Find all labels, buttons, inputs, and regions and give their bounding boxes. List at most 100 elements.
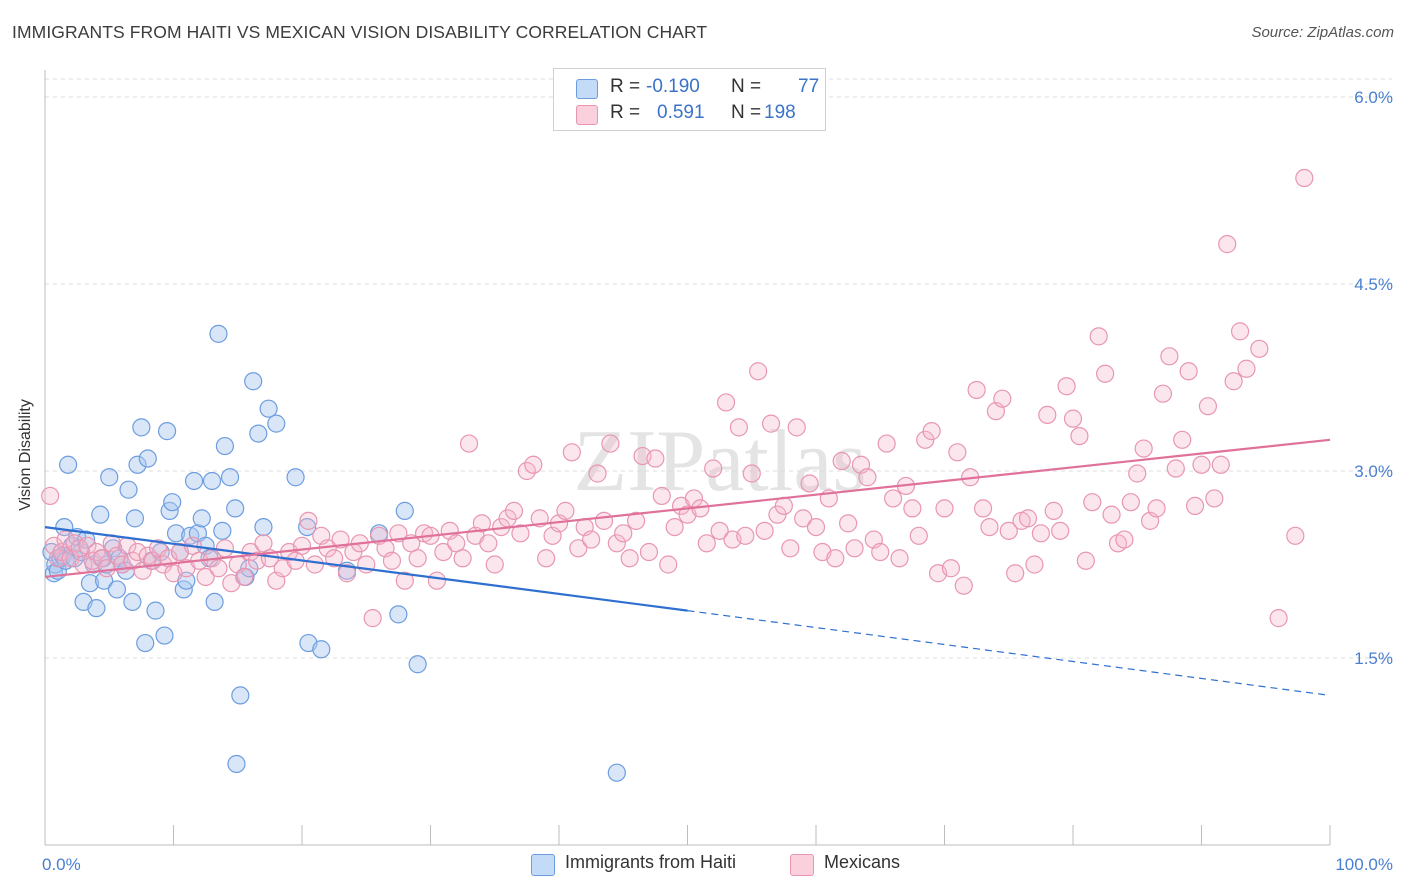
mexican-point <box>434 542 453 562</box>
legend-n-value: 198 <box>764 102 796 123</box>
haiti-point <box>107 580 127 599</box>
mexican-point <box>787 418 806 437</box>
legend-n-value: 77 <box>798 76 820 97</box>
mexican-point <box>479 534 498 553</box>
haiti-point <box>155 626 174 645</box>
mexican-point <box>716 393 736 412</box>
mexican-point <box>1070 426 1089 446</box>
mexican-point <box>97 559 116 578</box>
mexican-point <box>337 564 357 583</box>
mexican-point <box>196 567 215 587</box>
haiti-point <box>231 686 250 705</box>
mexican-point <box>472 514 491 533</box>
mexican-point <box>1044 501 1063 520</box>
mexican-point <box>749 362 768 381</box>
mexican-point <box>1038 405 1057 424</box>
mexican-point <box>1057 377 1076 396</box>
legend-label: Mexicans <box>824 852 901 872</box>
mexican-point <box>556 501 575 520</box>
mexican-point <box>614 524 633 543</box>
mexican-point <box>408 549 427 568</box>
haiti-point <box>202 471 222 491</box>
mexican-point <box>980 517 999 537</box>
mexican-point <box>1031 524 1050 543</box>
mexican-point <box>1211 455 1230 474</box>
mexican-point <box>1166 459 1185 478</box>
mexican-point <box>652 486 671 506</box>
haiti-point <box>87 599 106 618</box>
haiti-point <box>244 372 263 391</box>
mexican-point <box>845 539 864 558</box>
y-tick-label: 1.5% <box>1354 649 1393 668</box>
mexican-point <box>594 511 614 530</box>
x-tick-labels: 0.0% 100.0% <box>42 855 1393 874</box>
haiti-point <box>205 592 224 612</box>
x-tick-label: 0.0% <box>42 855 81 874</box>
haiti-swatch <box>576 79 598 99</box>
haiti-point <box>226 499 245 518</box>
haiti-point <box>163 493 182 512</box>
mexican-point <box>999 521 1018 540</box>
mexican-point <box>761 414 781 433</box>
legend-n-label: N = <box>731 76 762 97</box>
haiti-point <box>227 754 246 774</box>
mexican-point <box>883 489 903 508</box>
mexican-point <box>524 455 543 474</box>
mexican-point <box>1192 455 1211 474</box>
mexican-point <box>729 418 749 437</box>
haiti-point <box>91 505 110 524</box>
haiti-point <box>209 324 228 343</box>
mexican-point <box>138 546 157 565</box>
haiti-trend-line <box>44 526 688 612</box>
mexican-point <box>620 549 639 568</box>
mexican-point <box>1269 609 1288 628</box>
mexican-swatch <box>576 105 598 125</box>
mexican-point <box>1025 555 1044 574</box>
mexican-point <box>710 521 729 540</box>
mexican-point <box>569 539 588 558</box>
mexican-point <box>1147 499 1166 518</box>
legend-r-label: R = <box>610 102 641 123</box>
mexican-point <box>1121 493 1140 512</box>
chart-title: IMMIGRANTS FROM HAITI VS MEXICAN VISION … <box>12 22 708 42</box>
mexican-point <box>826 549 845 568</box>
haiti-point <box>157 422 177 441</box>
mexican-point <box>704 459 723 478</box>
mexican-point <box>659 555 678 574</box>
mexican-point <box>1198 397 1218 416</box>
legend-label: Immigrants from Haiti <box>565 852 737 872</box>
y-tick-label: 4.5% <box>1354 275 1393 294</box>
haiti-point <box>184 471 204 491</box>
haiti-point <box>119 480 138 499</box>
mexican-point <box>935 499 954 518</box>
mexican-point <box>1250 339 1269 358</box>
haiti-point <box>249 424 268 443</box>
mexican-point <box>903 499 922 518</box>
mexican-point <box>697 534 716 553</box>
haiti-point <box>607 763 626 782</box>
axes <box>44 70 1331 846</box>
mexican-point <box>607 534 626 553</box>
mexican-point <box>254 534 273 553</box>
mexican-point <box>646 449 665 468</box>
haiti-point <box>215 436 234 456</box>
mexican-point <box>1115 530 1134 549</box>
haiti-point <box>312 640 331 659</box>
mexican-point <box>1018 509 1038 528</box>
haiti-point <box>395 501 414 520</box>
haiti-point <box>220 468 240 487</box>
haiti-point <box>123 592 142 612</box>
haiti-point <box>80 574 100 593</box>
mexican-point <box>755 521 774 540</box>
y-tick-label: 3.0% <box>1354 462 1393 481</box>
mexican-point <box>800 474 819 493</box>
mexican-point <box>941 559 961 578</box>
haiti-point <box>128 455 147 474</box>
mexican-point <box>389 524 408 543</box>
haiti-point <box>286 468 305 487</box>
haiti-point <box>389 605 408 624</box>
haiti-point <box>132 418 151 437</box>
mexican-point <box>1160 347 1179 366</box>
mexican-point <box>41 486 60 506</box>
haiti-point <box>408 655 427 674</box>
